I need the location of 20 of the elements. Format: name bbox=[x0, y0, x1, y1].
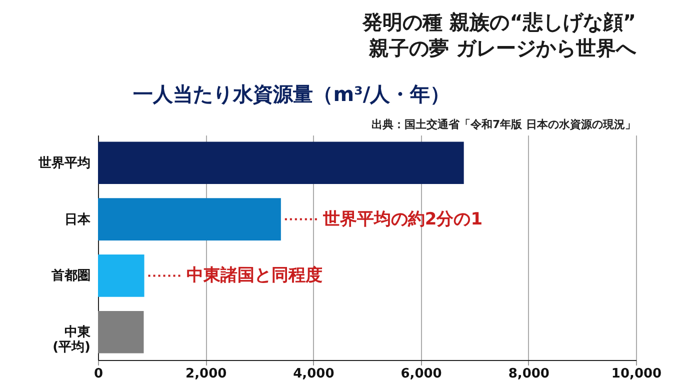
bar bbox=[98, 142, 464, 184]
source-note: 出典：国土交通省「令和7年版 日本の水資源の現況」 bbox=[372, 118, 636, 131]
y-tick-label: 日本 bbox=[64, 212, 92, 228]
annotation: 世界平均の約2分の1 bbox=[322, 209, 483, 230]
x-tick-label: 0 bbox=[94, 366, 104, 382]
y-tick-label: 中東 (平均) bbox=[52, 325, 92, 356]
bar bbox=[98, 310, 144, 354]
x-tick-label: 6,000 bbox=[400, 366, 442, 382]
text: 親子の夢 ガレージから世界へ bbox=[368, 36, 637, 60]
annotation: 中東諸国と同程度 bbox=[186, 266, 322, 286]
bar bbox=[98, 254, 144, 297]
x-tick-label: 2,000 bbox=[186, 366, 227, 382]
x-tick-label: 8,000 bbox=[508, 366, 550, 382]
x-tick-label: 4,000 bbox=[293, 366, 334, 382]
y-tick-label: 世界平均 bbox=[38, 156, 90, 171]
x-tick-label: 10,000 bbox=[611, 366, 662, 382]
chart-title: 一人当たり水資源量（m³/人・年） bbox=[133, 82, 450, 106]
bar bbox=[98, 198, 281, 240]
y-tick-label: 首都圏 bbox=[50, 268, 90, 284]
text: 発明の種 親族の“悲しげな顔” bbox=[362, 10, 636, 34]
